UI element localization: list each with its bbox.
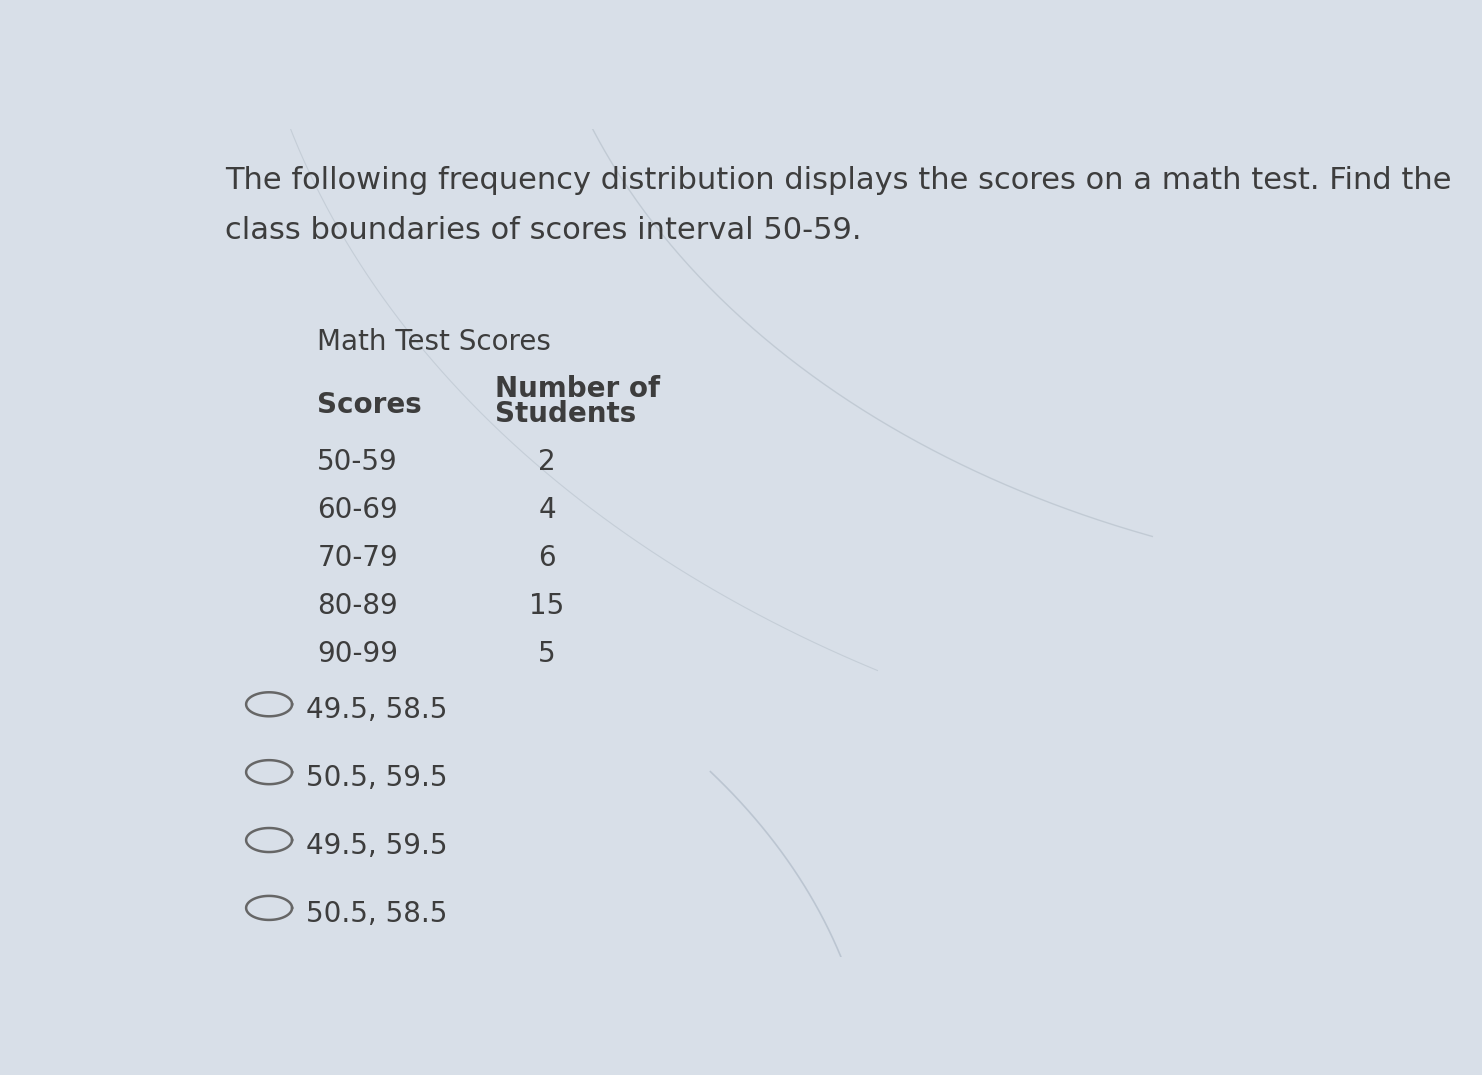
- Text: class boundaries of scores interval 50-59.: class boundaries of scores interval 50-5…: [225, 216, 863, 245]
- Text: 90-99: 90-99: [317, 640, 399, 668]
- Text: 49.5, 58.5: 49.5, 58.5: [305, 696, 448, 723]
- Text: 60-69: 60-69: [317, 496, 399, 524]
- Text: 50.5, 59.5: 50.5, 59.5: [305, 764, 448, 792]
- Text: 50-59: 50-59: [317, 447, 399, 475]
- Text: 2: 2: [538, 447, 556, 475]
- Text: 80-89: 80-89: [317, 591, 399, 619]
- Text: 70-79: 70-79: [317, 544, 399, 572]
- Text: Number of: Number of: [495, 375, 661, 403]
- Text: Students: Students: [495, 400, 637, 428]
- Text: 50.5, 58.5: 50.5, 58.5: [305, 900, 448, 928]
- Text: 6: 6: [538, 544, 556, 572]
- Text: 49.5, 59.5: 49.5, 59.5: [305, 832, 448, 860]
- Text: 5: 5: [538, 640, 556, 668]
- Text: The following frequency distribution displays the scores on a math test. Find th: The following frequency distribution dis…: [225, 167, 1452, 196]
- Text: Scores: Scores: [317, 391, 422, 419]
- Text: 4: 4: [538, 496, 556, 524]
- Text: 15: 15: [529, 591, 565, 619]
- Text: Math Test Scores: Math Test Scores: [317, 328, 551, 356]
